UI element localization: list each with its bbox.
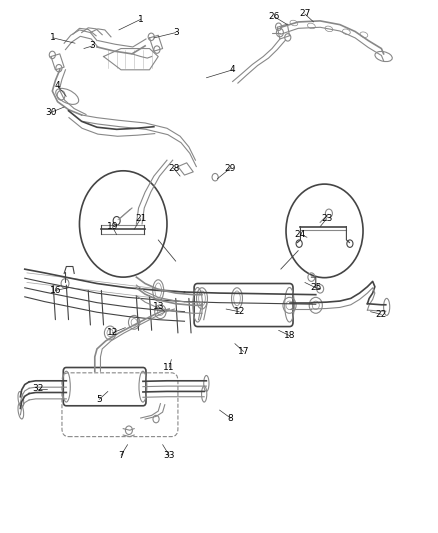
Text: 23: 23 xyxy=(320,214,332,223)
Text: 4: 4 xyxy=(55,81,60,90)
Text: 1: 1 xyxy=(138,15,143,24)
Text: 21: 21 xyxy=(135,214,146,223)
Text: 13: 13 xyxy=(152,302,164,311)
Text: 18: 18 xyxy=(283,331,295,340)
Text: 16: 16 xyxy=(49,286,61,295)
Text: 12: 12 xyxy=(106,328,118,337)
Text: 4: 4 xyxy=(229,66,235,74)
Text: 3: 3 xyxy=(173,28,178,37)
Text: 32: 32 xyxy=(32,384,43,393)
Text: 8: 8 xyxy=(227,414,233,423)
Text: 17: 17 xyxy=(237,347,249,356)
Text: 28: 28 xyxy=(167,164,179,173)
Text: 24: 24 xyxy=(294,230,305,239)
Text: 12: 12 xyxy=(233,307,244,316)
Text: 26: 26 xyxy=(268,12,279,21)
Text: 3: 3 xyxy=(89,42,95,51)
Text: 33: 33 xyxy=(163,451,174,460)
Text: 5: 5 xyxy=(96,395,102,404)
Text: 22: 22 xyxy=(375,310,386,319)
Text: 29: 29 xyxy=(224,164,236,173)
Text: 30: 30 xyxy=(45,108,57,117)
Text: 19: 19 xyxy=(106,222,118,231)
Text: 11: 11 xyxy=(163,363,174,372)
Text: 25: 25 xyxy=(309,283,321,292)
Text: 1: 1 xyxy=(50,34,56,43)
Text: 27: 27 xyxy=(298,10,310,19)
Text: 7: 7 xyxy=(118,451,124,460)
